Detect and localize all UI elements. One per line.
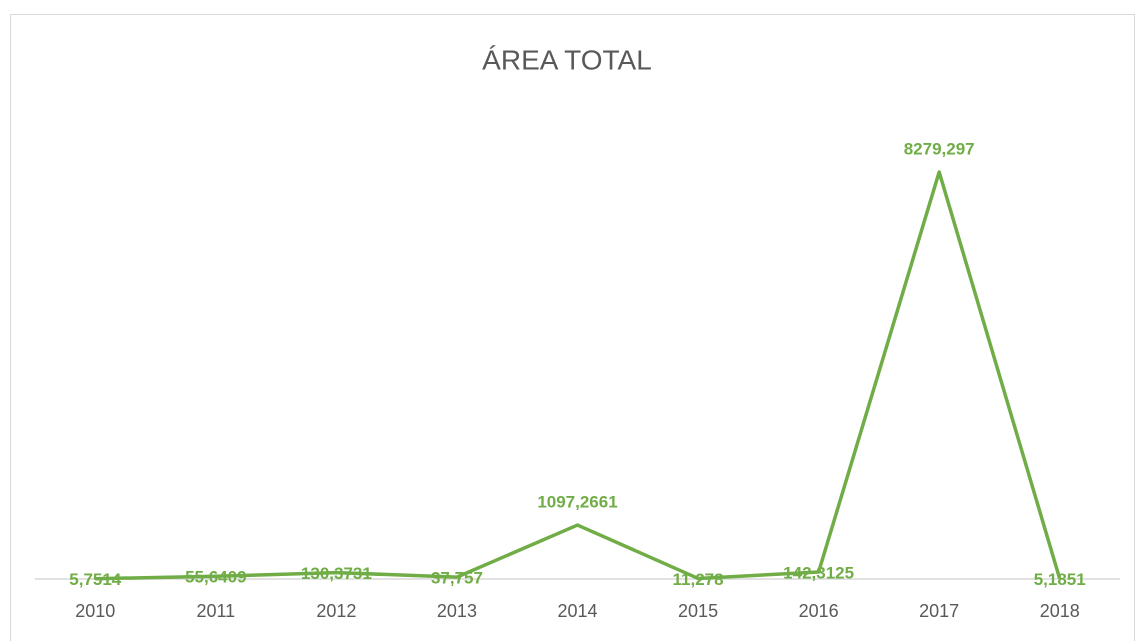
- x-tick-label: 2010: [75, 601, 115, 621]
- chart-border: [10, 14, 1135, 641]
- data-label: 5,1851: [1034, 570, 1086, 589]
- chart-title: ÁREA TOTAL: [482, 44, 652, 75]
- x-tick-label: 2013: [437, 601, 477, 621]
- data-label: 5,7514: [69, 570, 122, 589]
- data-label: 55,6409: [185, 568, 246, 587]
- data-label: 1097,2661: [537, 493, 617, 512]
- x-tick-label: 2016: [799, 601, 839, 621]
- x-tick-label: 2015: [678, 601, 718, 621]
- x-tick-label: 2011: [196, 601, 235, 621]
- line: [95, 170, 1062, 581]
- data-label: 8279,297: [904, 139, 975, 158]
- data-label: 11,278: [673, 570, 724, 589]
- data-label: 130,3731: [301, 564, 372, 583]
- x-tick-label: 2018: [1040, 601, 1080, 621]
- x-tick-label: 2012: [316, 601, 356, 621]
- data-label: 37,757: [431, 569, 483, 588]
- x-tick-label: 2017: [919, 601, 959, 621]
- data-label: 142,3125: [783, 563, 854, 582]
- x-tick-label: 2014: [557, 601, 597, 621]
